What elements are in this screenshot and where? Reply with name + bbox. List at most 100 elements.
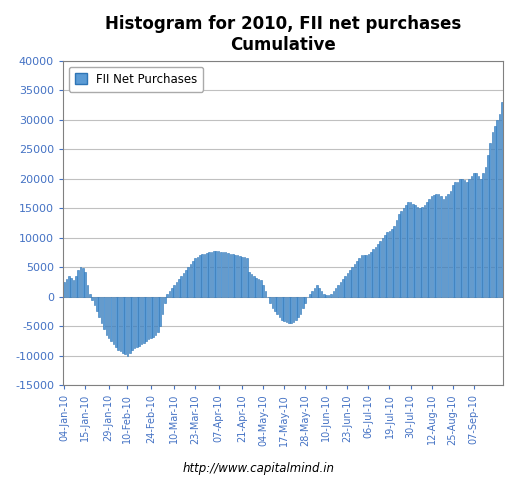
Title: Histogram for 2010, FII net purchases
Cumulative: Histogram for 2010, FII net purchases Cu…: [105, 15, 461, 54]
Bar: [375, 247, 376, 297]
Bar: [424, 205, 425, 297]
Bar: [89, 294, 91, 297]
Bar: [459, 179, 461, 297]
Bar: [368, 254, 369, 297]
Bar: [297, 297, 299, 317]
Bar: [174, 285, 175, 297]
Bar: [433, 195, 435, 297]
Bar: [243, 257, 245, 297]
Bar: [185, 270, 186, 297]
Bar: [354, 264, 355, 297]
Bar: [122, 297, 123, 353]
Bar: [136, 297, 138, 347]
Bar: [283, 297, 285, 322]
Bar: [440, 196, 442, 297]
Bar: [115, 297, 117, 347]
Bar: [487, 155, 488, 297]
Bar: [464, 180, 465, 297]
Bar: [92, 297, 93, 300]
Bar: [379, 240, 381, 297]
Bar: [77, 270, 79, 297]
Bar: [157, 297, 159, 332]
Bar: [98, 297, 100, 317]
Bar: [126, 297, 128, 356]
Bar: [94, 297, 95, 305]
Bar: [300, 297, 301, 314]
Bar: [400, 211, 402, 297]
Bar: [251, 274, 252, 297]
Bar: [305, 297, 306, 302]
Bar: [365, 255, 367, 297]
Bar: [388, 230, 391, 297]
Bar: [180, 276, 182, 297]
Bar: [66, 279, 67, 297]
Bar: [117, 297, 119, 349]
Bar: [473, 173, 474, 297]
Bar: [192, 261, 194, 297]
Bar: [321, 291, 322, 297]
Bar: [323, 294, 325, 297]
Bar: [248, 272, 250, 297]
Bar: [349, 270, 351, 297]
Bar: [206, 253, 208, 297]
Bar: [82, 268, 84, 297]
Bar: [466, 182, 468, 297]
Bar: [197, 256, 198, 297]
Bar: [288, 297, 290, 323]
Bar: [286, 297, 287, 322]
Bar: [476, 173, 477, 297]
Bar: [73, 280, 75, 297]
Bar: [276, 297, 278, 314]
Bar: [402, 208, 405, 297]
Bar: [108, 297, 109, 338]
Bar: [80, 267, 81, 297]
Bar: [370, 252, 371, 297]
Bar: [234, 255, 236, 297]
Bar: [428, 199, 430, 297]
Bar: [239, 256, 240, 297]
Bar: [490, 144, 491, 297]
Bar: [227, 253, 229, 297]
Bar: [351, 267, 353, 297]
Bar: [391, 229, 393, 297]
Bar: [410, 203, 411, 297]
Bar: [143, 297, 145, 343]
Legend: FII Net Purchases: FII Net Purchases: [69, 67, 203, 92]
Bar: [188, 267, 189, 297]
Bar: [134, 297, 135, 348]
Bar: [363, 255, 365, 297]
Bar: [166, 294, 168, 297]
Bar: [84, 272, 86, 297]
Text: http://www.capitalmind.in: http://www.capitalmind.in: [183, 462, 335, 475]
Bar: [468, 179, 470, 297]
Bar: [129, 297, 131, 353]
Bar: [337, 285, 339, 297]
Bar: [316, 285, 318, 297]
Bar: [211, 252, 212, 297]
Bar: [456, 182, 458, 297]
Bar: [145, 297, 147, 341]
Bar: [112, 297, 114, 344]
Bar: [274, 297, 276, 312]
Bar: [461, 179, 463, 297]
Bar: [372, 250, 374, 297]
Bar: [480, 179, 482, 297]
Bar: [176, 282, 177, 297]
Bar: [183, 273, 184, 297]
Bar: [398, 214, 400, 297]
Bar: [106, 297, 107, 335]
Bar: [199, 255, 201, 297]
Bar: [442, 199, 444, 297]
Bar: [101, 297, 103, 323]
Bar: [279, 297, 280, 317]
Bar: [223, 252, 224, 297]
Bar: [347, 273, 348, 297]
Bar: [358, 258, 360, 297]
Bar: [160, 297, 161, 326]
Bar: [344, 276, 346, 297]
Bar: [330, 294, 332, 297]
Bar: [237, 255, 238, 297]
Bar: [246, 258, 248, 297]
Bar: [215, 251, 217, 297]
Bar: [162, 297, 163, 314]
